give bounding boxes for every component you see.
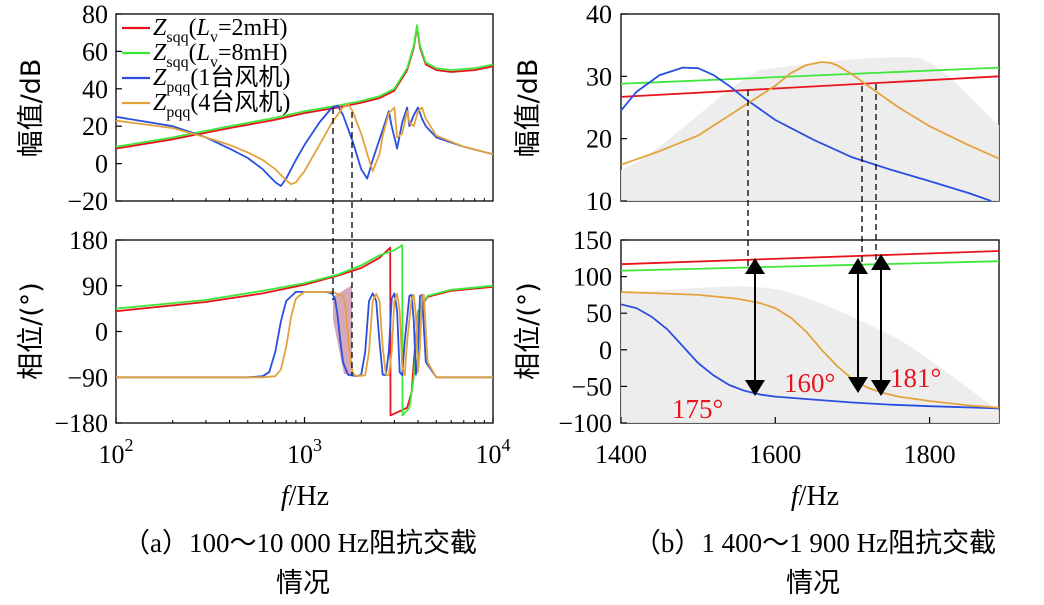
ytick-label: 30 [586,62,612,91]
legend-entry-4: Zpqq(4台风机) [122,89,290,121]
ytick-label: 150 [573,226,612,255]
xlabel-b: f/Hz [791,481,839,512]
ytick-label: 0 [95,150,108,179]
legend-entry-3: Zpqq(1台风机) [122,64,290,96]
series-line-a_phase-2 [115,244,494,417]
panel-b-mag-shading [621,57,999,202]
series-line-b_phase-4 [620,291,1000,409]
series-line-b_mag-2 [620,66,1000,85]
ytick-label: −50 [571,372,612,401]
series-line-b_mag-1 [620,75,1000,98]
xlabel-a: f/Hz [281,481,329,512]
ylabel-b-mag: 幅值/dB [513,59,544,158]
caption-b-line1: （b）1 400～1 900 Hz阻抗交截 [634,528,996,558]
ytick-label: 90 [82,272,108,301]
ytick-label: −180 [54,409,108,438]
series-line-b_mag-4 [620,61,1000,166]
annotation-160: 160° [784,368,835,398]
xtick-label: 102 [99,435,134,469]
ytick-label: 20 [82,112,108,141]
ytick-label: −100 [558,409,612,438]
series-line-a_mag-1 [115,26,494,150]
series-line-b_mag-3 [620,66,992,202]
ytick-label: 100 [573,263,612,292]
series-line-b_phase-1 [620,250,1000,266]
ylabel-b-phase: 相位/(°) [513,282,544,380]
ytick-label: −90 [67,363,108,392]
legend-entry-1: Zsqq(Lv=2mH) [122,15,287,46]
caption-a-line1: （a）100～10 000 Hz阻抗交截 [123,528,477,558]
series-line-a_mag-2 [115,24,494,148]
annotation-181: 181° [890,363,941,393]
ytick-label: 180 [69,226,108,255]
ylabel-a-phase: 相位/(°) [16,282,47,380]
series-line-a_phase-4 [116,290,493,379]
ytick-label: 0 [599,336,612,365]
panel-a-mag-frame [115,13,494,202]
ytick-label: 60 [82,37,108,66]
series-line-b_phase-2 [620,260,1000,272]
xtick-label: 103 [287,435,322,469]
ytick-label: 20 [586,125,612,154]
ytick-label: 10 [586,187,612,216]
legend-label-3: Zpqq(1台风机) [153,64,290,96]
ytick-label: 40 [586,0,612,29]
xtick-label: 1400 [595,440,647,469]
xtick-label: 104 [476,435,511,469]
annotation-175: 175° [672,394,723,424]
ytick-label: 0 [95,318,108,347]
legend-label-1: Zsqq(Lv=2mH) [153,15,287,46]
xtick-label: 1800 [904,440,956,469]
legend: Zsqq(Lv=2mH) Zsqq(Lv=8mH) Zpqq(1台风机) Zpq… [122,15,290,121]
legend-label-2: Zsqq(Lv=8mH) [153,40,287,71]
series-line-a_phase-1 [115,246,494,417]
series-line-a_mag-4 [115,102,494,186]
xtick-label: 1600 [749,440,801,469]
ylabel-a-mag: 幅值/dB [16,59,47,158]
series-line-a_mag-3 [115,104,494,187]
ytick-label: 50 [586,299,612,328]
ytick-label: −20 [67,187,108,216]
legend-label-4: Zpqq(4台风机) [153,89,290,121]
legend-entry-2: Zsqq(Lv=8mH) [122,40,287,71]
series-line-b_phase-3 [620,303,1000,410]
panel-b-phase-shading [621,286,999,423]
caption-a-line2: 情况 [276,568,330,598]
ytick-label: 40 [82,75,108,104]
ytick-label: 80 [82,0,108,29]
panel-a-phase-frame [115,239,494,424]
panel-a-phase-pink-band [333,285,352,374]
caption-b-line2: 情况 [786,568,840,598]
